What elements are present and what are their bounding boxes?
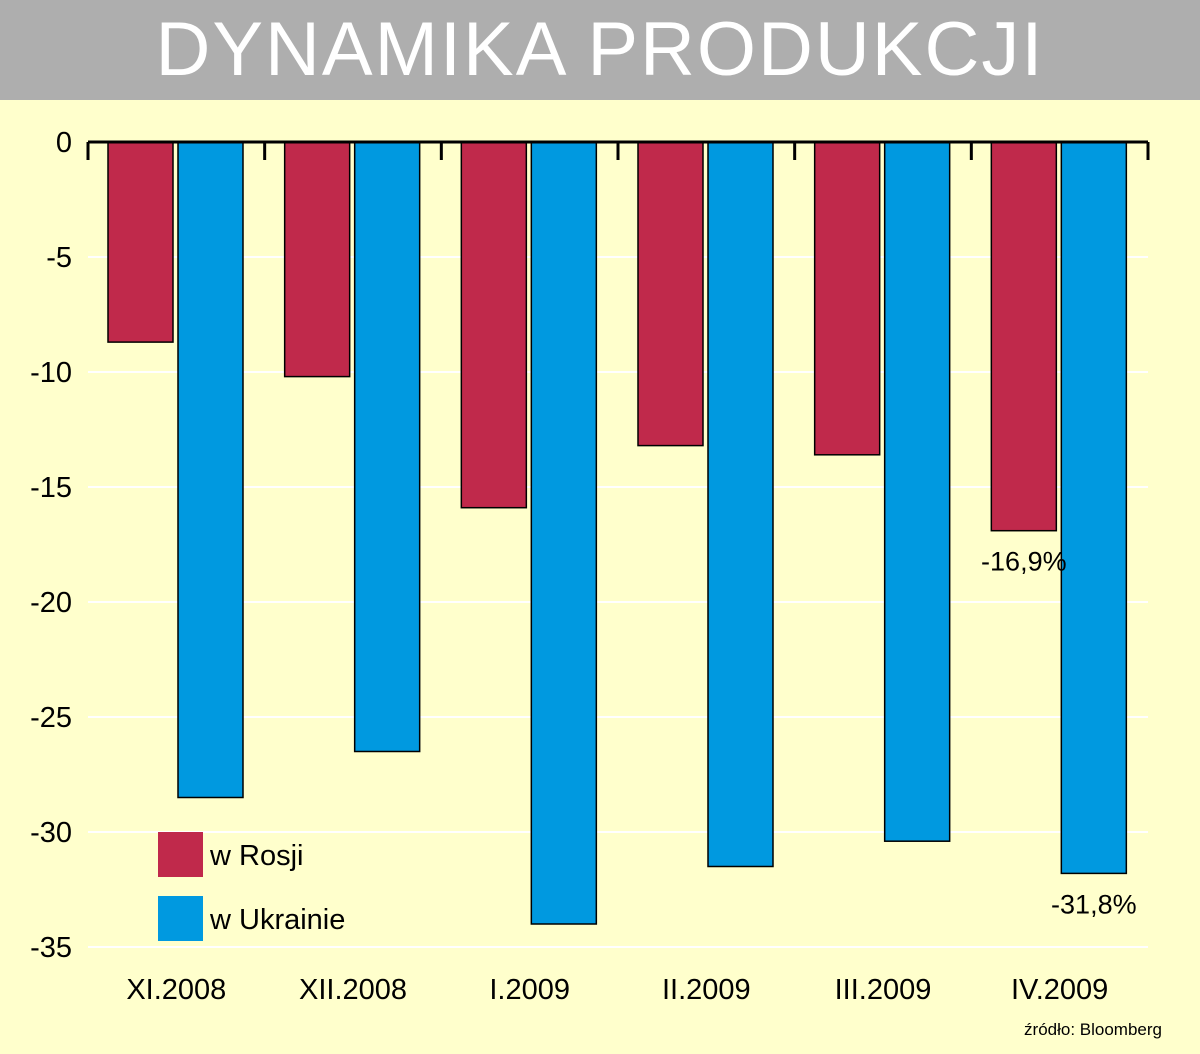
bar: [990, 141, 1058, 532]
bar: [353, 141, 421, 753]
x-tick-label: III.2009: [835, 974, 932, 1006]
bar: [177, 141, 244, 799]
x-tick-label: XI.2008: [126, 974, 226, 1006]
bar: [1060, 141, 1128, 875]
bar: [637, 141, 704, 447]
legend-label: w Rosji: [209, 840, 303, 872]
x-tick-label: IV.2009: [1011, 974, 1108, 1006]
title-bar: DYNAMIKA PRODUKCJI: [0, 0, 1200, 100]
bar: [283, 141, 351, 378]
chart-title: DYNAMIKA PRODUKCJI: [155, 7, 1045, 92]
legend-label: w Ukrainie: [209, 904, 345, 936]
y-tick-label: -35: [30, 932, 72, 964]
x-tick-label: I.2009: [489, 974, 570, 1006]
source-note: źródło: Bloomberg: [1024, 1020, 1162, 1039]
bar: [813, 141, 881, 456]
data-label: -31,8%: [1051, 889, 1137, 919]
x-tick-label: XII.2008: [299, 974, 407, 1006]
y-tick-label: -30: [30, 817, 72, 849]
bar: [883, 141, 951, 842]
y-tick-label: -20: [30, 587, 72, 619]
y-tick-label: -10: [30, 357, 72, 389]
legend-swatch: [158, 832, 203, 877]
bar: [530, 141, 598, 925]
y-tick-label: 0: [56, 127, 72, 159]
bar: [460, 141, 528, 509]
y-tick-label: -25: [30, 702, 72, 734]
y-tick-label: -5: [46, 242, 72, 274]
bar: [107, 141, 174, 343]
data-label: -16,9%: [981, 547, 1067, 577]
bar: [707, 141, 774, 868]
y-tick-label: -15: [30, 472, 72, 504]
legend-swatch: [158, 896, 203, 941]
x-tick-label: II.2009: [662, 974, 751, 1006]
